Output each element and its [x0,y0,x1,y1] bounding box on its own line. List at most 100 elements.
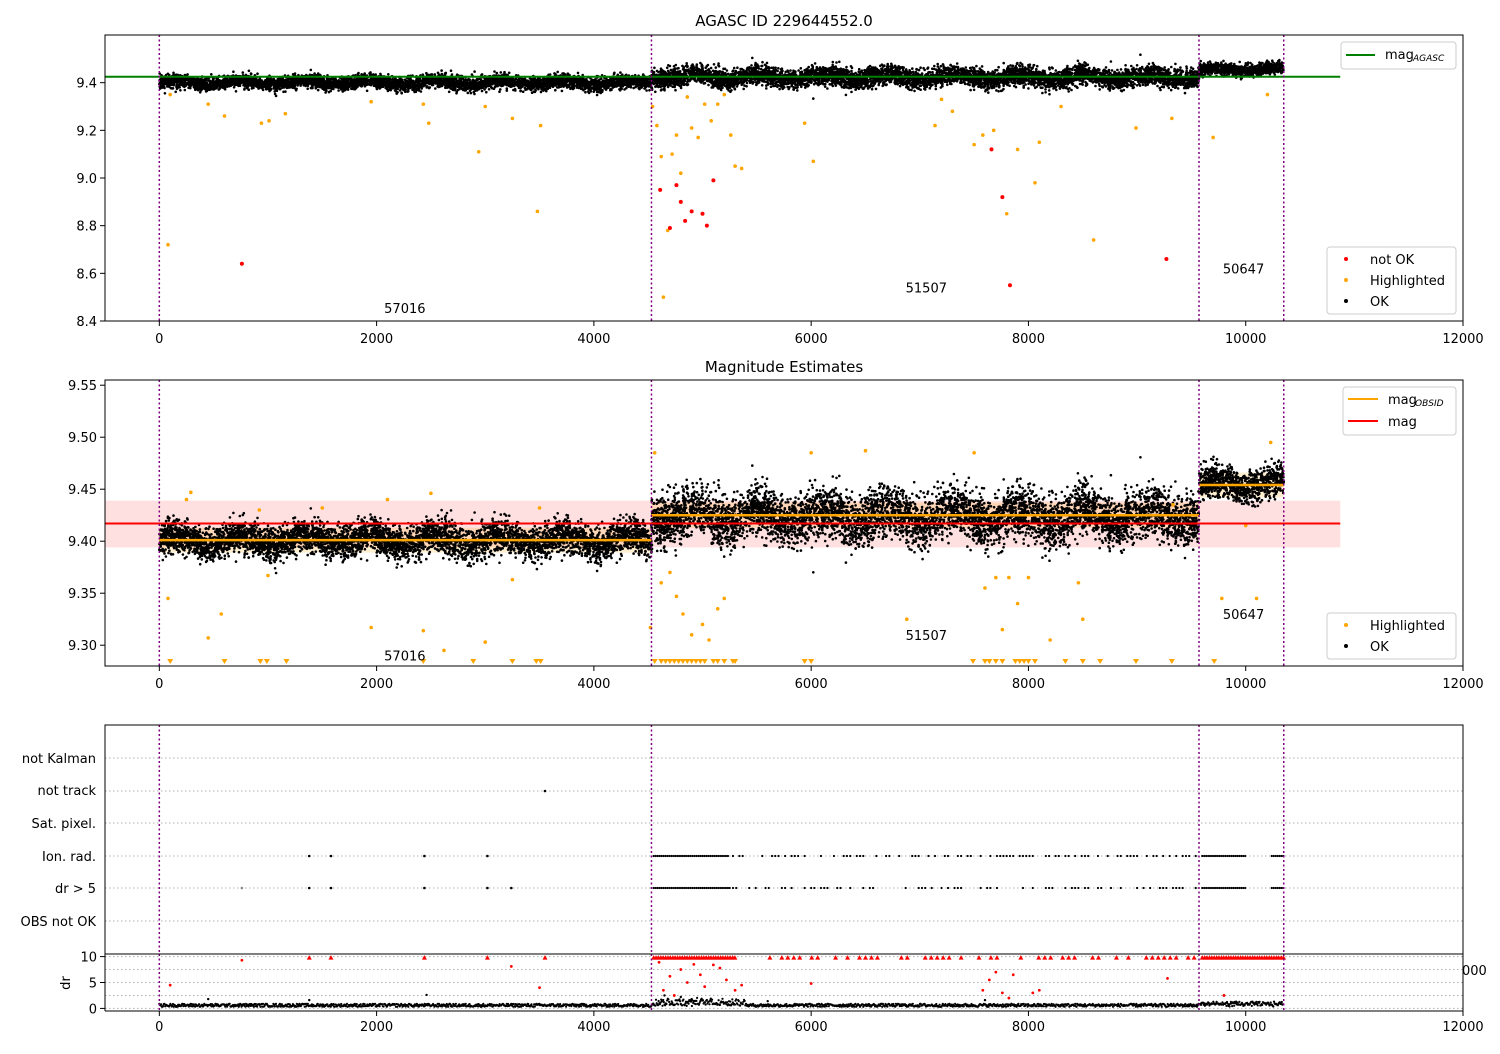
chart1-legend-lines: mag AGASC [1340,41,1457,70]
ok-point [193,85,197,89]
ok-point [257,87,260,90]
ok-point [232,70,235,73]
ok-point [371,78,375,81]
ok-point [240,78,244,82]
ok-point [178,78,181,81]
ok-point [177,83,181,87]
ok-point [339,88,343,91]
ok-point [264,78,267,82]
ok-point [362,81,366,84]
ok-point [648,89,651,92]
category-label: OBS not OK [21,915,97,930]
ok-point [447,90,451,94]
ok-point [592,87,595,90]
ok-point [387,79,391,82]
ok-point [559,82,563,85]
ok-point [599,91,602,95]
ok-point [329,80,333,84]
ok-point [343,81,347,84]
category-label: dr > 5 [55,882,96,897]
ok-point [281,80,284,84]
ok-point [175,83,178,87]
ok-point [530,84,533,87]
ok-point [311,81,315,84]
ok-point [495,71,499,75]
ok-point [626,79,629,83]
ok-point [189,84,192,88]
ok-point [228,78,232,81]
ok-point [324,87,328,90]
ok-point [415,78,418,82]
ok-point [607,79,610,83]
ok-point [557,82,560,86]
ok-point [583,87,587,91]
ok-point [163,92,167,95]
ok-point [394,86,398,89]
ok-point [406,79,409,83]
ok-point [493,82,497,86]
ok-point [170,82,174,86]
ok-point [421,73,425,76]
ok-point [234,90,238,93]
ok-point [581,73,584,77]
ok-point [480,89,484,93]
ok-point [440,69,443,72]
ok-point [414,85,417,88]
chart2-title: Magnitude Estimates [705,358,863,376]
ok-point [214,83,218,87]
ok-point [431,83,435,87]
ok-point [432,79,435,83]
ok-point [619,71,622,74]
ok-point [436,82,439,86]
ok-point [317,79,321,82]
ok-point [212,88,215,91]
ok-point [502,79,506,83]
ok-point [418,83,422,87]
ok-point [348,84,352,88]
ok-point [342,87,345,90]
ok-point [276,78,280,81]
ok-point [382,81,386,85]
ok-point [249,72,253,75]
ok-point [462,79,466,82]
ok-point [198,91,202,94]
ok-point [379,72,382,76]
ok-point [545,79,548,82]
ok-point [268,80,271,83]
ok-point [351,84,355,87]
ok-point [532,82,536,85]
ok-point [595,93,599,97]
ok-point [171,87,175,90]
ok-point [329,83,333,86]
ok-point [350,87,353,91]
ok-point [325,81,328,84]
ok-point [293,72,297,75]
ok-point [286,78,290,81]
ok-point [306,78,309,81]
ok-point [544,81,547,84]
ok-point [466,78,470,82]
ok-point [412,80,415,83]
ok-point [314,86,318,89]
ok-point [612,72,616,76]
ok-point [475,77,479,81]
ok-point [166,72,170,76]
ok-point [596,88,599,91]
ok-point [482,79,486,83]
ok-point [360,78,364,82]
ok-point [254,79,257,83]
ok-point [280,78,284,81]
ok-point [374,82,378,86]
ok-point [238,84,242,88]
ok-point [186,82,189,86]
ok-point [612,81,615,84]
ok-point [541,78,544,81]
ok-point [553,72,556,75]
ok-point [160,80,163,83]
ok-point [463,86,467,90]
ok-point [499,71,503,74]
ok-point [241,71,245,74]
ok-point [493,70,496,73]
ok-point [319,82,322,85]
